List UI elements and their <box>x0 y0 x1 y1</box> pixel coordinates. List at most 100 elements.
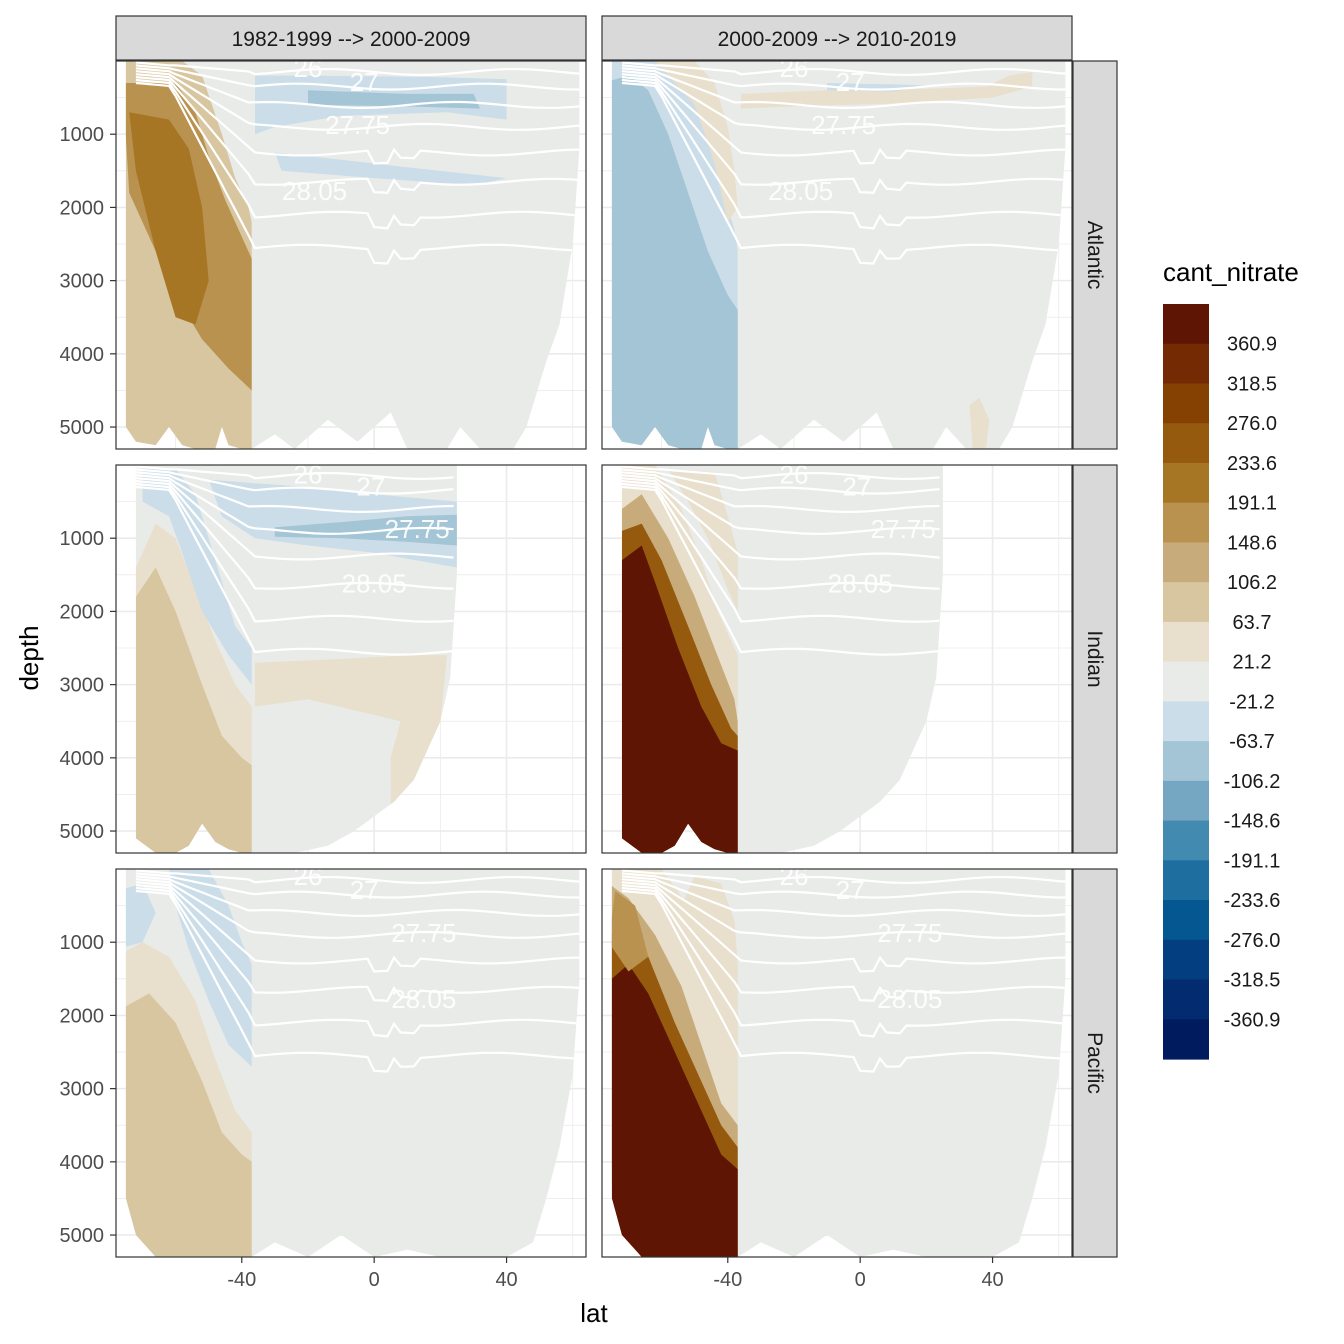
legend-swatch <box>1163 900 1209 941</box>
legend-swatch <box>1163 462 1209 504</box>
legend-swatch <box>1163 741 1209 782</box>
isopycnal-line <box>621 78 1066 230</box>
isopycnal-line <box>621 875 1066 918</box>
isopycnal-line <box>135 878 580 939</box>
x-axis-title: lat <box>580 1298 608 1328</box>
isopycnal-line <box>135 869 580 885</box>
isopycnal-label: 28.05 <box>342 568 407 598</box>
y-tick-label: 4000 <box>60 344 105 366</box>
isopycnal-line <box>135 480 454 590</box>
isopycnal-line <box>135 886 580 1038</box>
legend-label: -191.1 <box>1224 850 1281 872</box>
legend-label: -63.7 <box>1229 731 1275 753</box>
isopycnal-line <box>621 81 1066 265</box>
y-tick-label: 4000 <box>60 1152 105 1174</box>
isopycnal-line <box>621 480 940 590</box>
contour-band <box>274 152 507 186</box>
y-tick-label: 5000 <box>60 417 105 439</box>
legend-swatch <box>1163 423 1209 464</box>
isopycnal-label: 27.75 <box>385 514 450 544</box>
contour-band <box>969 397 990 449</box>
isopycnal-line <box>135 61 580 77</box>
isopycnal-label: 26 <box>780 53 809 83</box>
isopycnal-line <box>621 471 940 514</box>
facet-panel: 26 27 27.75 28.05 <box>601 53 1073 450</box>
isopycnal-label: 27 <box>356 472 385 502</box>
x-tick-label: 0 <box>369 1269 380 1291</box>
y-tick-label: 2000 <box>60 197 105 219</box>
anomaly-bands: 26 27 27.75 28.05 <box>125 53 580 449</box>
contour-band <box>135 567 252 853</box>
legend-label: 21.2 <box>1233 652 1272 674</box>
row-strip: Atlantic <box>1072 60 1118 450</box>
contour-band <box>255 655 447 824</box>
isopycnal-line <box>621 64 1066 91</box>
isopycnal-label: 27 <box>842 472 871 502</box>
strip-background <box>115 15 587 61</box>
isopycnal-line <box>135 884 580 1002</box>
legend-swatch <box>1163 621 1209 663</box>
contour-band <box>611 75 738 449</box>
legend-label: -148.6 <box>1224 811 1281 833</box>
isopycnal-line <box>135 482 454 623</box>
contour-band <box>274 514 457 546</box>
legend-swatch <box>1163 939 1209 981</box>
legend-label: -106.2 <box>1224 771 1281 793</box>
isopycnal-line <box>621 468 940 495</box>
column-strip: 2000-2009 --> 2010-2019 <box>601 15 1073 61</box>
column-strip: 1982-1999 --> 2000-2009 <box>115 15 587 61</box>
y-tick-label: 2000 <box>60 601 105 623</box>
legend-label: -276.0 <box>1224 930 1281 952</box>
legend-swatch <box>1163 701 1209 742</box>
panel-border <box>115 868 587 1258</box>
contour-band <box>611 891 649 972</box>
facet-strips: 1982-1999 --> 2000-2009 2000-2009 --> 201… <box>115 15 1118 1258</box>
isopycnal-line <box>135 875 580 918</box>
isopycnal-line <box>135 73 580 165</box>
isopycnal-label: 28.05 <box>768 176 833 206</box>
isopycnal-label: 26 <box>294 53 323 83</box>
isopycnal-label: 27.75 <box>811 110 876 140</box>
contour-band <box>655 61 738 223</box>
legend: cant_nitrate 360.9 318.5 276.0 233.6 191.1 14… <box>1163 257 1299 1060</box>
legend-swatch <box>1163 780 1209 822</box>
axes: 1000200030004000500010002000300040005000… <box>60 124 1004 1291</box>
isopycnal-label: 27 <box>836 67 865 97</box>
column-strip-label: 1982-1999 --> 2000-2009 <box>232 28 471 51</box>
x-tick-label: -40 <box>713 1269 742 1291</box>
isopycnal-line <box>135 872 580 899</box>
contour-band <box>668 468 738 612</box>
contour-band <box>308 90 481 109</box>
legend-label: -360.9 <box>1224 1009 1281 1031</box>
legend-label: 148.6 <box>1227 532 1277 554</box>
legend-label: 276.0 <box>1227 413 1277 435</box>
isopycnal-line <box>621 73 1066 165</box>
isopycnal-line <box>135 64 580 91</box>
isopycnal-line <box>621 474 940 535</box>
isopycnal-line <box>135 70 580 131</box>
isopycnal-label: 26 <box>294 861 323 891</box>
legend-label: -21.2 <box>1229 691 1275 713</box>
legend-label: 233.6 <box>1227 453 1277 475</box>
contour-band <box>125 883 156 950</box>
y-tick-label: 5000 <box>60 821 105 843</box>
isopycnal-line <box>135 465 454 481</box>
isopycnal-line <box>621 70 1066 131</box>
y-tick-label: 3000 <box>60 675 105 697</box>
strip-background <box>1072 868 1118 1258</box>
legend-label: 191.1 <box>1227 493 1277 515</box>
legend-label: 63.7 <box>1233 612 1272 634</box>
anomaly-bands: 26 27 27.75 28.05 <box>611 53 1066 449</box>
isopycnal-line <box>621 477 940 561</box>
contour-band <box>125 993 252 1257</box>
y-tick-label: 5000 <box>60 1225 105 1247</box>
row-strip: Pacific <box>1072 868 1118 1258</box>
isopycnal-label: 27.75 <box>325 110 390 140</box>
